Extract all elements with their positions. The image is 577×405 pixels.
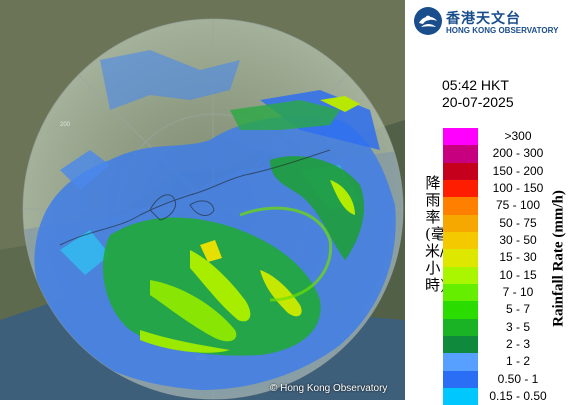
legend-swatch — [443, 283, 478, 302]
legend-row: 10 - 15 — [443, 266, 577, 284]
legend-row: 7 - 10 — [443, 283, 577, 302]
legend-row: 0.15 - 0.50 — [443, 387, 577, 405]
legend-swatch — [443, 318, 478, 336]
legend-label: 100 - 150 — [492, 180, 544, 195]
observation-time: 05:42 HKT — [442, 77, 509, 93]
legend-row: 50 - 75 — [443, 214, 577, 232]
legend-row: 2 - 3 — [443, 335, 577, 354]
legend-row: 75 - 100 — [443, 197, 577, 215]
legend-row: 1 - 2 — [443, 353, 577, 371]
legend-label: 0.15 - 0.50 — [489, 388, 547, 403]
legend-swatch — [443, 301, 478, 319]
legend-swatch — [443, 214, 478, 232]
legend-swatch — [443, 335, 478, 354]
legend-row: 5 - 7 — [443, 301, 577, 319]
legend-label: 7 - 10 — [502, 284, 534, 299]
legend-label: 150 - 200 — [492, 163, 544, 178]
legend-label: 5 - 7 — [505, 302, 530, 317]
legend-swatch — [443, 266, 478, 284]
legend-label: 75 - 100 — [495, 198, 541, 213]
legend-row: 3 - 5 — [443, 318, 577, 336]
map-copyright: © Hong Kong Observatory — [270, 383, 388, 394]
legend-panel: 香港天文台 HONG KONG OBSERVATORY 05:42 HKT 20… — [405, 0, 577, 405]
legend-title-en: Rainfall Rate (mm/h) — [550, 190, 567, 327]
legend-row: >300 — [443, 128, 577, 146]
legend-label: 50 - 75 — [499, 215, 537, 230]
legend-label: 2 - 3 — [505, 336, 530, 351]
legend-label: 200 - 300 — [492, 146, 544, 161]
legend-swatch — [443, 370, 478, 388]
legend-swatch — [443, 128, 478, 146]
legend-swatch — [443, 387, 478, 405]
radar-image: 200 200 — [0, 0, 405, 400]
legend-label: 15 - 30 — [499, 250, 537, 265]
legend-swatch — [443, 231, 478, 250]
org-name-cn: 香港天文台 — [446, 11, 521, 27]
legend-row: 100 - 150 — [443, 179, 577, 198]
legend-label: 3 - 5 — [505, 319, 530, 334]
legend-swatch — [443, 197, 478, 215]
legend-swatch — [443, 249, 478, 267]
radar-map: 200 200 — [0, 0, 405, 400]
legend-label: >300 — [504, 129, 532, 143]
hko-emblem-icon — [414, 7, 442, 35]
legend-swatch — [443, 353, 478, 371]
legend-swatch — [443, 179, 478, 198]
legend-row: 15 - 30 — [443, 249, 577, 267]
legend-row: 0.50 - 1 — [443, 370, 577, 388]
observation-date: 20-07-2025 — [442, 94, 514, 110]
legend-swatch — [443, 162, 478, 180]
legend-label: 1 - 2 — [505, 354, 530, 369]
legend-row: 150 - 200 — [443, 162, 577, 180]
rainfall-legend: >300 200 - 300 150 - 200 100 - 150 75 - 100 5… — [443, 128, 577, 405]
range-ring-label-nw: 200 — [60, 122, 71, 128]
legend-title-en-wrap: Rainfall Rate (mm/h) — [551, 160, 571, 360]
legend-row: 30 - 50 — [443, 231, 577, 250]
legend-title-cn: 降雨率(毫米/小時) — [425, 174, 446, 294]
rain-echoes — [34, 50, 396, 390]
legend-row: 200 - 300 — [443, 145, 577, 163]
legend-swatch — [443, 145, 478, 163]
legend-label: 10 - 15 — [499, 267, 537, 282]
hko-logo: 香港天文台 HONG KONG OBSERVATORY — [413, 6, 573, 40]
org-name-en: HONG KONG OBSERVATORY — [446, 26, 559, 35]
coastline — [59, 149, 331, 246]
legend-label: 0.50 - 1 — [497, 371, 539, 386]
legend-label: 30 - 50 — [499, 232, 537, 247]
